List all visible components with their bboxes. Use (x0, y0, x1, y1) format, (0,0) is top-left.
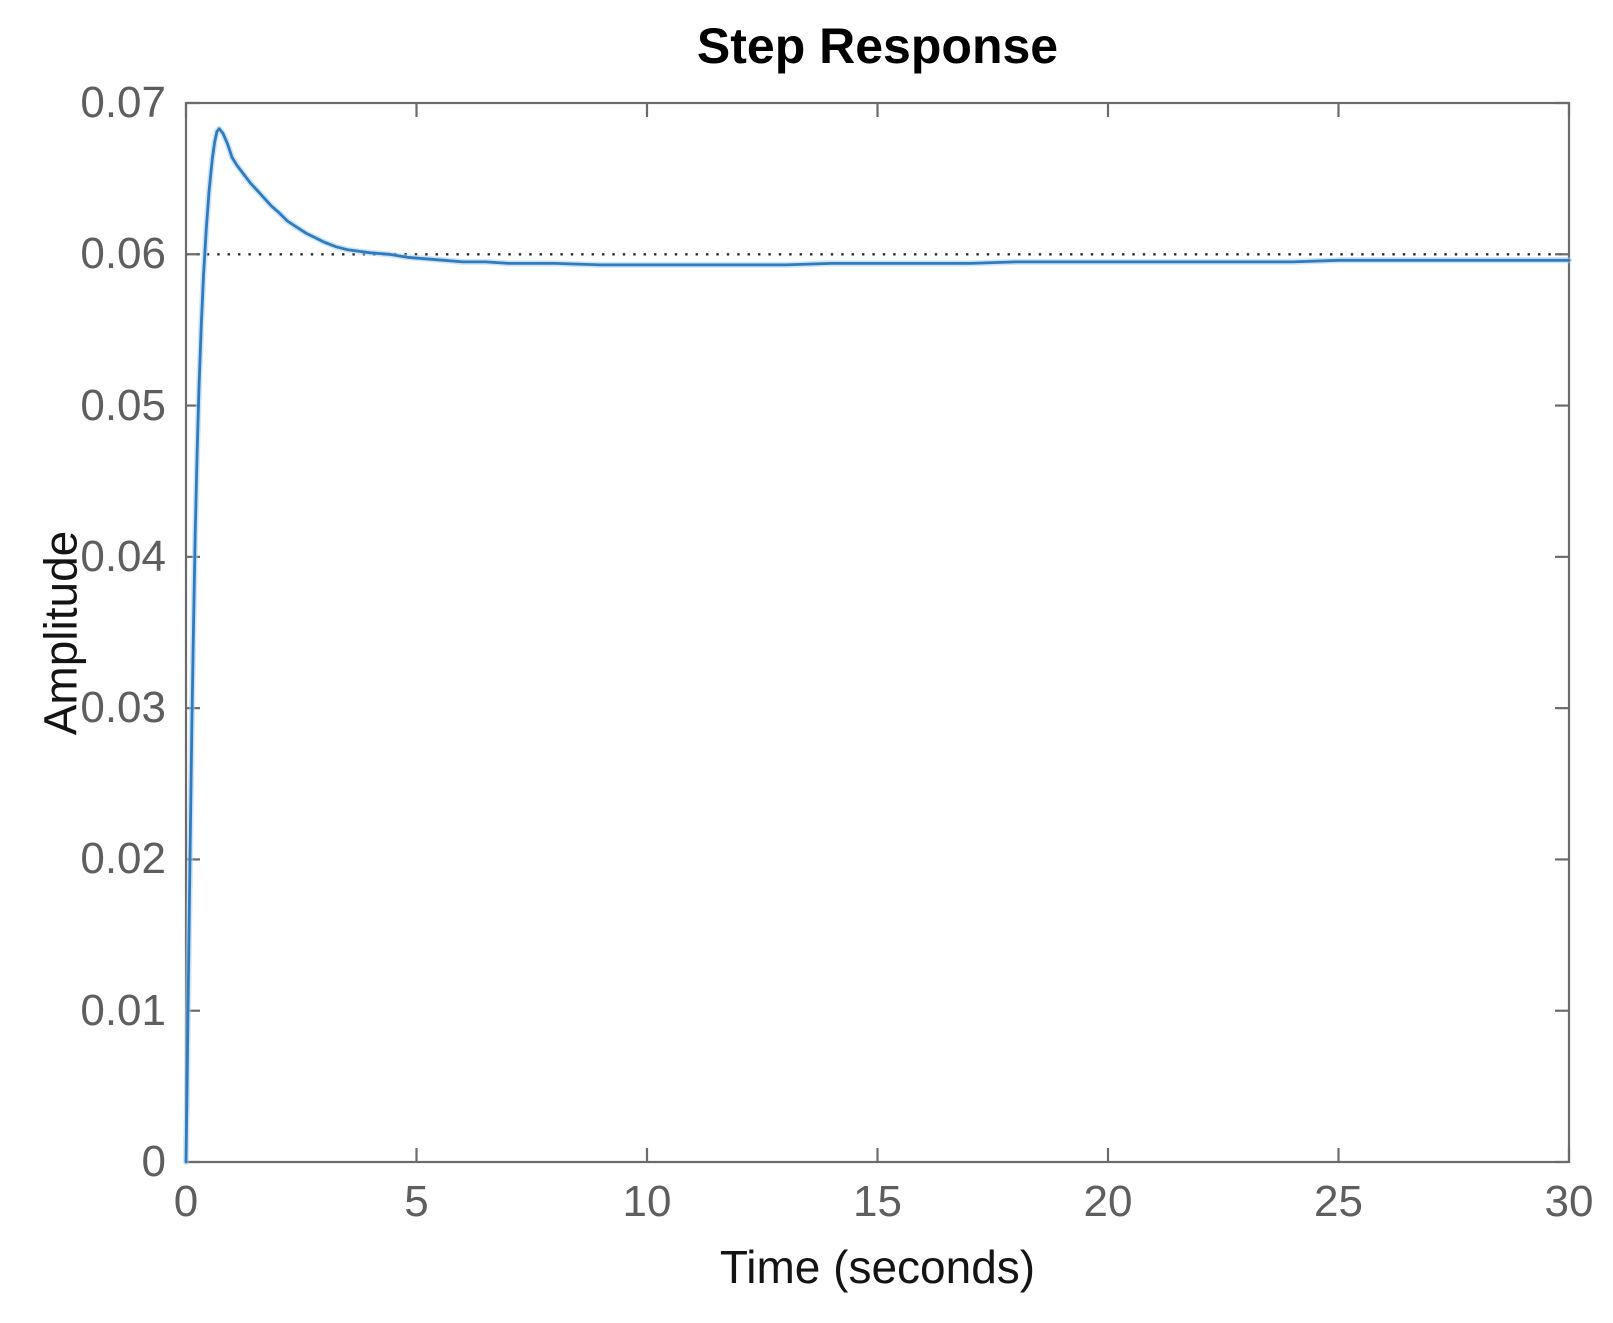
y-tick-label: 0.03 (80, 683, 166, 733)
y-tick-label: 0.06 (80, 229, 166, 279)
y-tick-label: 0 (141, 1137, 166, 1186)
y-tick-label: 0.05 (80, 380, 166, 430)
x-tick-label: 25 (1314, 1177, 1363, 1226)
x-tick-label: 30 (1544, 1177, 1594, 1226)
chart-title: Step Response (696, 18, 1059, 74)
response-curve (184, 127, 1571, 1164)
y-tick-label: 0.04 (80, 531, 166, 581)
x-tick-label: 20 (1083, 1177, 1133, 1226)
x-tick-label: 15 (853, 1177, 902, 1226)
response-curve-halo (183, 125, 1572, 1165)
y-tick-label: 0.07 (80, 78, 166, 127)
y-tick-label: 0.01 (80, 985, 166, 1035)
x-tick-label: 10 (622, 1177, 672, 1226)
y-tick-label: 0.02 (80, 834, 166, 884)
x-tick-label: 0 (173, 1177, 199, 1226)
x-tick-label: 5 (404, 1177, 429, 1226)
x-axis-title: Time (seconds) (719, 1241, 1036, 1293)
